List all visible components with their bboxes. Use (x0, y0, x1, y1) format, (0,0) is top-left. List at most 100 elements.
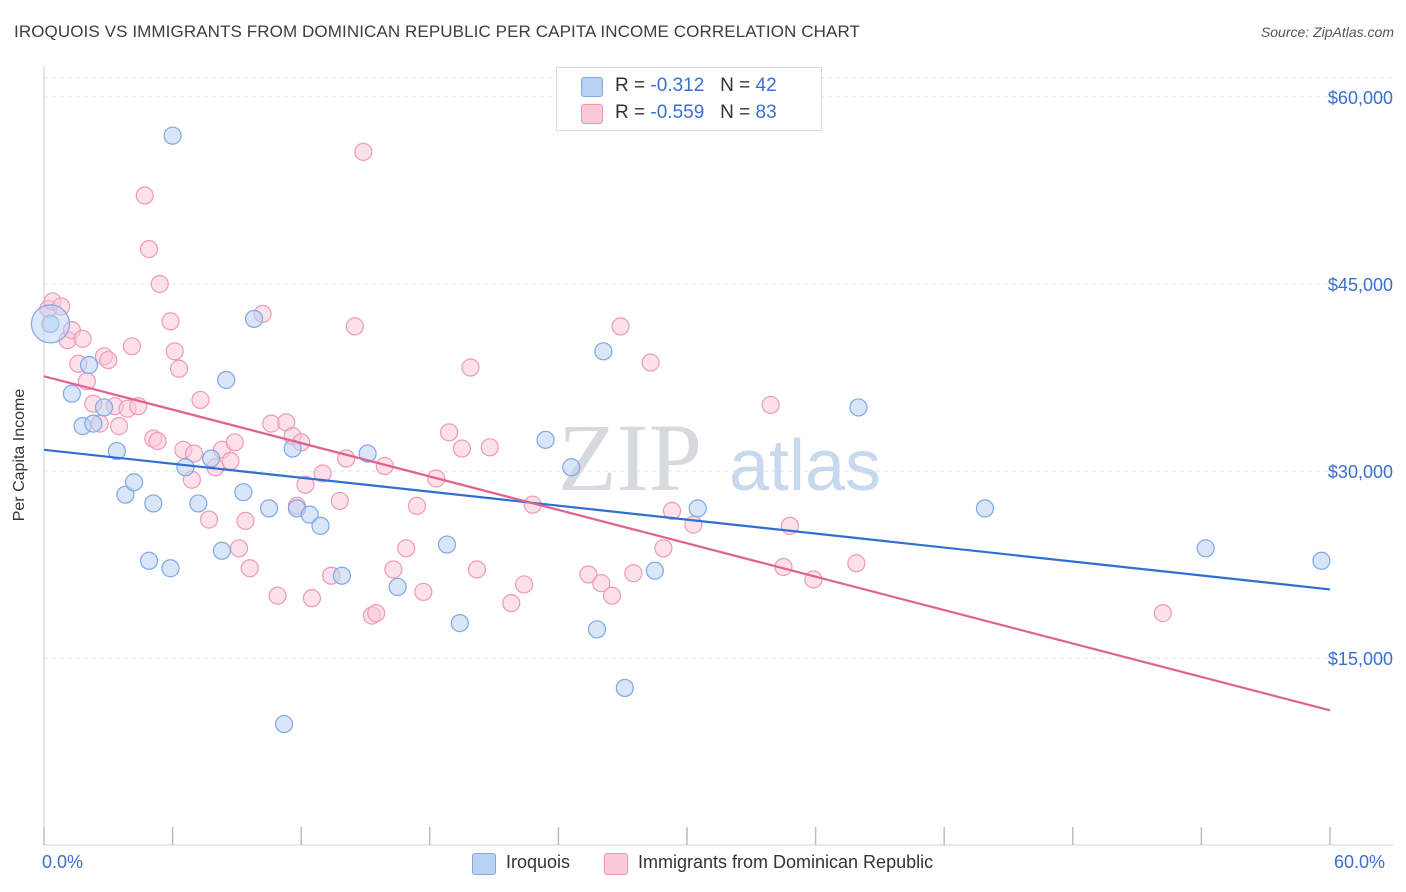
iroquois-point-39 (975, 499, 995, 518)
iroquois-point-4 (84, 414, 103, 433)
dominican-point-36 (240, 559, 259, 578)
y-tick-labels: $15,000 $30,000 $45,000 $60,000 (1328, 88, 1393, 669)
y-tick-label-2: $45,000 (1328, 275, 1393, 295)
dominican-point-65 (502, 594, 521, 613)
x-tick-label-max: 60.0% (1334, 852, 1386, 872)
dominican-point-46 (313, 464, 332, 483)
dominican-point-69 (592, 574, 611, 593)
iroquois-point-33 (587, 620, 607, 639)
iroquois-point-cluster (30, 304, 71, 344)
dominican-point-24 (169, 359, 189, 378)
stats-n-value: 42 (755, 75, 777, 96)
dominican-point-60 (439, 423, 459, 442)
dominican-point-71 (611, 317, 630, 336)
dominican-point-18 (139, 239, 159, 259)
iroquois-point-10 (144, 494, 163, 513)
axes (43, 66, 1393, 846)
iroquois-point-24 (300, 505, 319, 524)
iroquois-point-25 (311, 516, 330, 535)
dominican-point-34 (229, 539, 249, 558)
iroquois-point-31 (536, 430, 555, 449)
dominican-point-6 (73, 329, 92, 348)
dominican-point-72 (624, 564, 643, 583)
dominican-point-81 (847, 554, 866, 573)
correlation-stats-box: R = -0.312 N = 42 R = -0.559 N = 83 (556, 67, 822, 131)
iroquois-point-35 (615, 678, 634, 698)
dominican-point-50 (345, 317, 364, 336)
iroquois-point-3 (79, 355, 99, 375)
iroquois-point-36 (645, 561, 664, 580)
iroquois-point-21 (274, 714, 294, 734)
series-iroquois-points (30, 126, 1331, 734)
iroquois-point-13 (176, 458, 195, 477)
y-tick-label-3: $60,000 (1328, 88, 1393, 108)
iroquois-point-40 (1196, 539, 1215, 558)
dominican-point-27 (184, 444, 204, 463)
dominican-point-48 (330, 491, 349, 511)
iroquois-point-26 (332, 566, 352, 585)
dominican-point-62 (461, 358, 480, 377)
dominican-point-29 (199, 510, 219, 529)
iroquois-point-6 (107, 441, 126, 461)
dominican-point-55 (384, 560, 403, 579)
legend-swatch-dominican (604, 853, 628, 875)
dominican-point-73 (641, 353, 660, 372)
dominican-point-35 (236, 511, 255, 530)
iroquois-point-7 (116, 485, 135, 504)
stats-n-label: N = (720, 102, 751, 123)
y-tick-label-1: $30,000 (1328, 462, 1393, 482)
iroquois-point-1 (62, 384, 81, 403)
y-tick-label-0: $15,000 (1328, 649, 1393, 669)
trend-lines (43, 375, 1331, 712)
iroquois-point-18 (234, 483, 253, 502)
watermark: ZIP atlas (558, 404, 881, 511)
trend-line-dominican (43, 375, 1331, 712)
iroquois-point-41 (1312, 551, 1331, 570)
stats-n-value: 83 (755, 102, 777, 123)
iroquois-point-37 (688, 499, 707, 518)
dominican-point-75 (662, 501, 682, 520)
dominican-point-45 (302, 589, 322, 608)
dominican-point-11 (99, 350, 118, 370)
dominican-point-74 (654, 539, 673, 558)
dominican-point-23 (165, 342, 184, 361)
watermark-zip: ZIP (558, 404, 702, 511)
dominican-point-53 (367, 604, 386, 623)
stats-r-label: R = (615, 75, 646, 96)
iroquois-point-8 (124, 473, 144, 492)
iroquois-point-11 (161, 559, 180, 578)
iroquois-point-15 (202, 449, 221, 468)
iroquois-point-28 (388, 577, 407, 597)
stats-r-value: -0.312 (650, 75, 705, 96)
stats-swatch-dominican (581, 104, 603, 124)
dominican-point-15 (122, 337, 141, 356)
legend-swatch-iroquois (472, 853, 496, 875)
iroquois-point-32 (562, 458, 581, 477)
dominican-point-56 (397, 539, 416, 558)
dominican-point-66 (515, 575, 534, 594)
dominican-point-63 (467, 560, 487, 579)
legend-label-iroquois: Iroquois (506, 852, 571, 872)
iroquois-point-34 (594, 342, 613, 361)
dominican-point-22 (161, 312, 180, 331)
dominican-point-21 (150, 274, 169, 294)
iroquois-point-14 (189, 494, 208, 513)
dominican-point-38 (262, 414, 281, 433)
dominican-point-77 (761, 395, 780, 415)
dominican-point-57 (407, 496, 427, 516)
dominican-point-39 (268, 586, 287, 605)
chart-title: IROQUOIS VS IMMIGRANTS FROM DOMINICAN RE… (14, 22, 861, 41)
dominican-point-13 (109, 417, 129, 436)
iroquois-point-19 (244, 309, 264, 329)
iroquois-point-16 (212, 541, 231, 560)
iroquois-point-17 (217, 370, 236, 390)
iroquois-point-29 (437, 535, 457, 554)
iroquois-point-30 (450, 613, 469, 633)
dominican-point-68 (579, 565, 598, 584)
iroquois-point-9 (139, 551, 159, 570)
dominican-point-82 (1153, 604, 1172, 623)
dominican-point-33 (225, 433, 244, 452)
stats-r-label: R = (615, 102, 646, 123)
dominican-point-20 (148, 431, 167, 451)
